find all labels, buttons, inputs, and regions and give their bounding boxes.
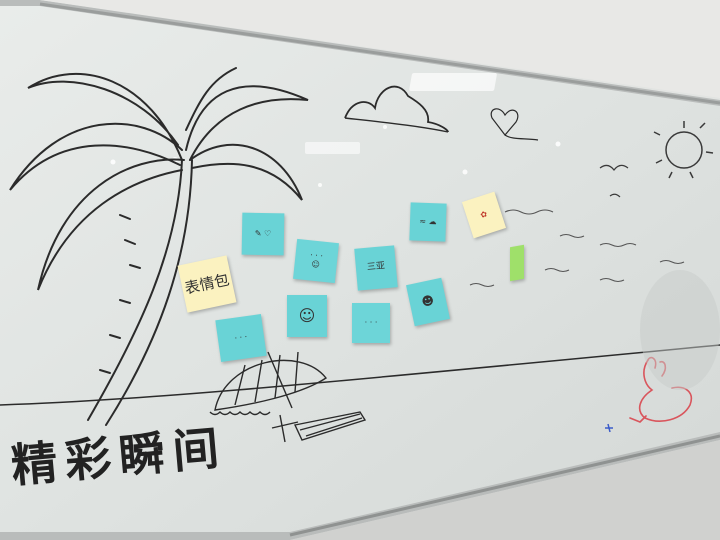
reflection-shadow [640,270,720,390]
horizon-line [0,344,720,406]
note-doodle: ☻ [420,293,436,310]
sticky-note-9: · · · [215,314,267,362]
note-label: 三亚 [366,261,386,273]
blue-mark [605,423,613,433]
cloud-drawing [344,85,449,133]
umbrella-drawing [209,351,328,416]
sticky-note-1: ✎ ♡ [241,212,285,256]
note-doodle: · · · [233,331,248,343]
note-doodle: ✎ ♡ [254,228,272,238]
frame-edge-bottom [289,434,720,537]
sticky-note-3: 三亚 [354,245,398,291]
sticky-note-4: ≈ ☁ [409,202,447,242]
heart-drawing [490,108,539,141]
note-doodle: ≈ ☁ [419,216,437,226]
note-face-doodle: ☺ [298,306,316,326]
note-doodle: ✿ [479,208,489,220]
note-label: 表情包 [183,270,231,298]
note-doodle: · · · [364,317,378,327]
wall-bottom [290,440,720,540]
waves-drawing [469,209,685,288]
sticky-note-6: ☺ [287,295,327,337]
birds-drawing [599,164,629,198]
beach-chair-drawing [271,411,367,443]
sticky-note-yellow: 表情包 [177,255,237,313]
wall-top [40,0,720,98]
note-doodle: ☺ [311,259,321,270]
cloud-base [344,117,449,133]
light-reflections [110,73,561,187]
palm-tree-drawing [9,67,309,426]
sticky-note-green [510,244,524,282]
frame-edge-top [39,2,720,105]
sticky-note-7: · · · [352,303,390,343]
sticky-note-2: · · · ☺ [293,238,339,284]
sun-drawing [653,121,714,179]
